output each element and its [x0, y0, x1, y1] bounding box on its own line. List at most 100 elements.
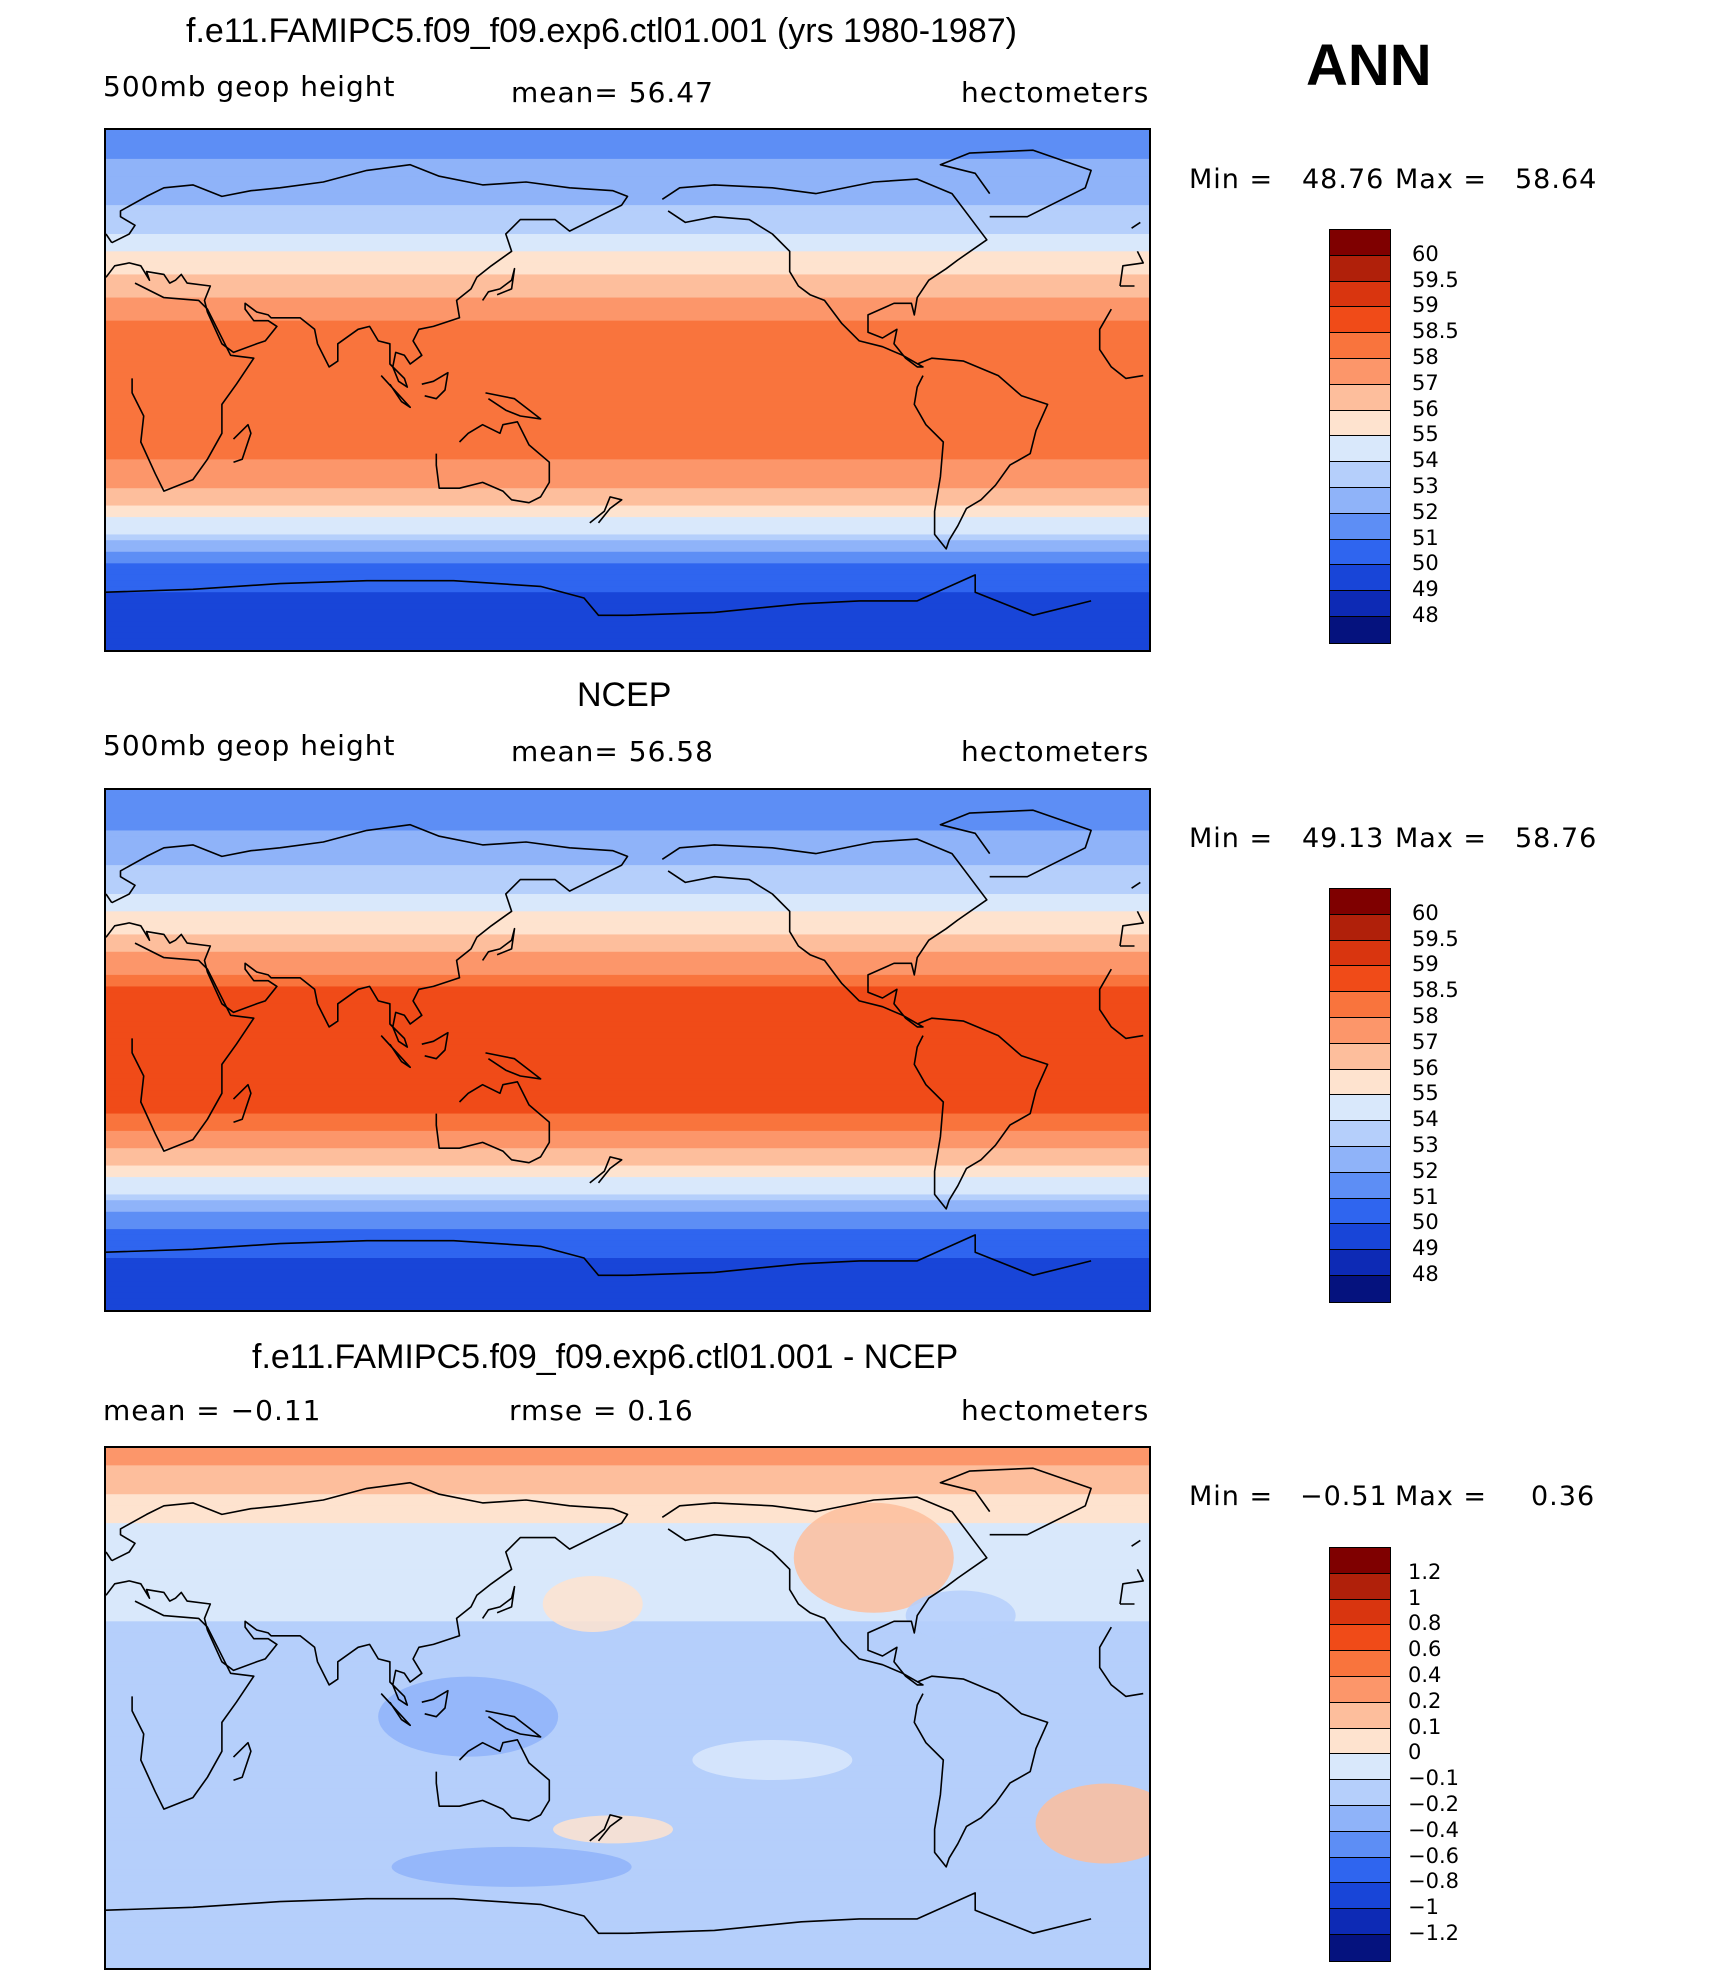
- map-band: [106, 1713, 1149, 1721]
- panel3-min-value: −0.51: [1300, 1481, 1388, 1512]
- colorbar-box: [1330, 487, 1390, 514]
- map-band: [106, 355, 1149, 362]
- colorbar-box: [1330, 410, 1390, 437]
- map-band: [106, 1482, 1149, 1490]
- map-band: [106, 574, 1149, 582]
- map-anomaly: [905, 1590, 1016, 1641]
- colorbar-tick-label: 50: [1412, 551, 1439, 576]
- map-band: [106, 228, 1149, 235]
- coastline: [485, 1710, 542, 1738]
- map-band: [106, 795, 1149, 803]
- panel2-map-svg: [106, 790, 1149, 1310]
- colorbar-box: [1330, 462, 1390, 488]
- map-band: [106, 951, 1149, 959]
- map-band: [106, 1113, 1149, 1120]
- coastline: [106, 163, 1144, 388]
- colorbar-box: [1330, 1805, 1390, 1832]
- coastline: [913, 1675, 1049, 1868]
- coastline: [380, 1693, 411, 1727]
- map-band: [106, 790, 1149, 797]
- map-band: [106, 580, 1149, 588]
- map-band: [106, 842, 1149, 849]
- map-band: [106, 366, 1149, 374]
- map-band: [106, 262, 1149, 270]
- coastline: [481, 267, 516, 301]
- map-band: [106, 459, 1149, 466]
- coastline: [106, 823, 1144, 1048]
- map-band: [106, 1887, 1149, 1894]
- panel3-rmse-label: rmse = 0.16: [509, 1394, 694, 1427]
- map-band: [106, 1690, 1149, 1698]
- colorbar-tick-label: −1: [1408, 1895, 1439, 1920]
- map-band: [106, 1286, 1149, 1294]
- map-band: [106, 1275, 1149, 1282]
- coastline: [106, 221, 1141, 244]
- map-band: [106, 135, 1149, 143]
- panel3-map-svg: [106, 1448, 1149, 1968]
- panel1-min-value: 48.76: [1302, 164, 1385, 195]
- map-band: [106, 813, 1149, 820]
- map-band: [106, 1500, 1149, 1507]
- colorbar-box: [1330, 1780, 1390, 1806]
- map-band: [106, 1569, 1149, 1576]
- map-band: [106, 291, 1149, 299]
- coastline: [131, 942, 1144, 1152]
- map-band: [106, 1944, 1149, 1952]
- panel2-title: NCEP: [577, 676, 672, 714]
- colorbar-box: [1330, 1625, 1390, 1652]
- colorbar-box: [1330, 1857, 1390, 1884]
- coastline: [589, 1814, 623, 1842]
- colorbar-box: [1330, 513, 1390, 540]
- map-band: [106, 1627, 1149, 1634]
- map-band: [106, 1171, 1149, 1178]
- map-band: [106, 1557, 1149, 1565]
- map-band: [106, 1812, 1149, 1819]
- colorbar-tick-label: 48: [1412, 603, 1439, 627]
- map-band: [106, 1269, 1149, 1276]
- map-anomaly: [391, 1846, 632, 1887]
- map-band: [106, 917, 1149, 924]
- map-band: [106, 522, 1149, 530]
- map-band: [106, 482, 1149, 489]
- map-band: [106, 546, 1149, 553]
- map-band: [106, 1476, 1149, 1484]
- panel1-map-svg: [106, 130, 1149, 650]
- map-band: [106, 1708, 1149, 1715]
- map-band: [106, 598, 1149, 605]
- colorbar-box: [1330, 1250, 1390, 1276]
- map-band: [106, 626, 1149, 634]
- colorbar-box: [1330, 436, 1390, 463]
- map-band: [106, 418, 1149, 426]
- colorbar-box: [1330, 358, 1390, 385]
- colorbar-tick-label: 52: [1412, 1158, 1439, 1183]
- map-band: [106, 894, 1149, 901]
- panel2-colorbar: [1329, 888, 1391, 1303]
- map-band: [106, 130, 1149, 137]
- coastline: [661, 178, 988, 368]
- map-band: [106, 442, 1149, 449]
- map-band: [106, 1263, 1149, 1271]
- coastline: [661, 1496, 988, 1686]
- map-band: [106, 859, 1149, 866]
- colorbar-tick-label: 0.1: [1408, 1714, 1442, 1739]
- panel3-map: [104, 1446, 1151, 1970]
- colorbar-box: [1330, 1224, 1390, 1251]
- map-band: [106, 309, 1149, 316]
- map-band: [106, 1933, 1149, 1940]
- coastline: [232, 1083, 252, 1123]
- colorbar-tick-label: 58: [1412, 1004, 1439, 1028]
- map-band: [106, 1632, 1149, 1640]
- map-band: [106, 934, 1149, 941]
- panel1-variable-label: 500mb geop height: [103, 70, 396, 103]
- panel2-max-label: Max =: [1395, 823, 1488, 854]
- map-anomaly: [542, 1576, 643, 1632]
- map-band: [106, 557, 1149, 564]
- coastline: [106, 574, 1092, 617]
- map-band: [106, 164, 1149, 172]
- map-band: [106, 876, 1149, 884]
- coastline: [106, 1234, 1092, 1277]
- map-band: [106, 199, 1149, 206]
- coastline: [232, 1741, 252, 1781]
- map-band: [106, 1846, 1149, 1854]
- map-band: [106, 911, 1149, 918]
